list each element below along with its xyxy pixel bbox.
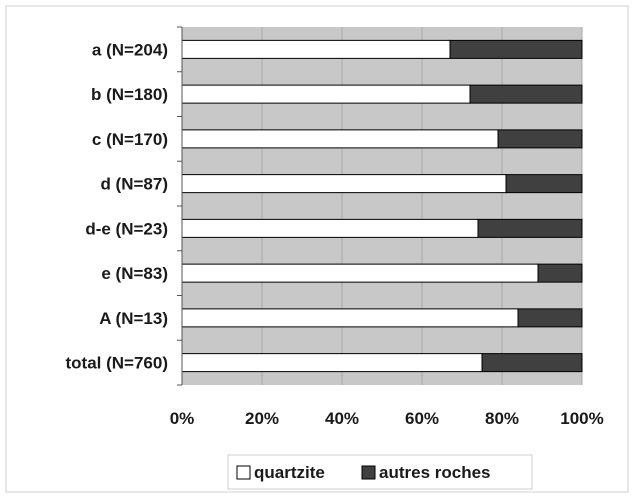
legend-label-quartzite: quartzite — [254, 463, 325, 482]
bar-quartzite — [181, 218, 479, 238]
bars — [181, 39, 583, 373]
x-tick-label: 80% — [485, 409, 519, 428]
bar-quartzite — [181, 353, 483, 373]
bar-autres-roches — [469, 84, 583, 104]
y-axis-ticks — [177, 26, 182, 386]
category-label: d (N=87) — [100, 175, 168, 194]
x-axis-tick-labels: 0% 20% 40% 60% 80% 100% — [170, 409, 604, 428]
legend-swatch-quartzite — [236, 465, 251, 480]
category-label: c (N=170) — [92, 130, 168, 149]
bar-quartzite — [181, 129, 499, 149]
legend-swatch-autres-roches — [361, 465, 376, 480]
bar-quartzite — [181, 308, 519, 328]
bar-autres-roches — [449, 39, 583, 59]
bar-autres-roches — [517, 308, 583, 328]
bar-quartzite — [181, 174, 507, 194]
category-label: a (N=204) — [92, 40, 168, 59]
bar-autres-roches — [505, 174, 583, 194]
legend-box — [227, 454, 533, 490]
legend: quartzite autres roches — [227, 454, 533, 490]
bar-autres-roches — [537, 263, 583, 283]
x-tick-label: 60% — [405, 409, 439, 428]
category-label: d-e (N=23) — [85, 219, 168, 238]
x-tick-label: 100% — [560, 409, 603, 428]
bar-autres-roches — [497, 129, 583, 149]
legend-label-autres-roches: autres roches — [379, 463, 491, 482]
category-label: total (N=760) — [66, 354, 169, 373]
category-label: A (N=13) — [99, 309, 168, 328]
x-tick-label: 40% — [325, 409, 359, 428]
bar-quartzite — [181, 39, 451, 59]
bar-quartzite — [181, 263, 539, 283]
bar-autres-roches — [477, 218, 583, 238]
x-tick-label: 0% — [170, 409, 195, 428]
category-labels: a (N=204) b (N=180) c (N=170) d (N=87) d-e (… — [66, 40, 169, 372]
category-label: e (N=83) — [101, 264, 168, 283]
bar-quartzite — [181, 84, 471, 104]
category-label: b (N=180) — [91, 85, 168, 104]
plot-area — [182, 27, 582, 385]
x-tick-label: 20% — [245, 409, 279, 428]
bar-autres-roches — [481, 353, 583, 373]
